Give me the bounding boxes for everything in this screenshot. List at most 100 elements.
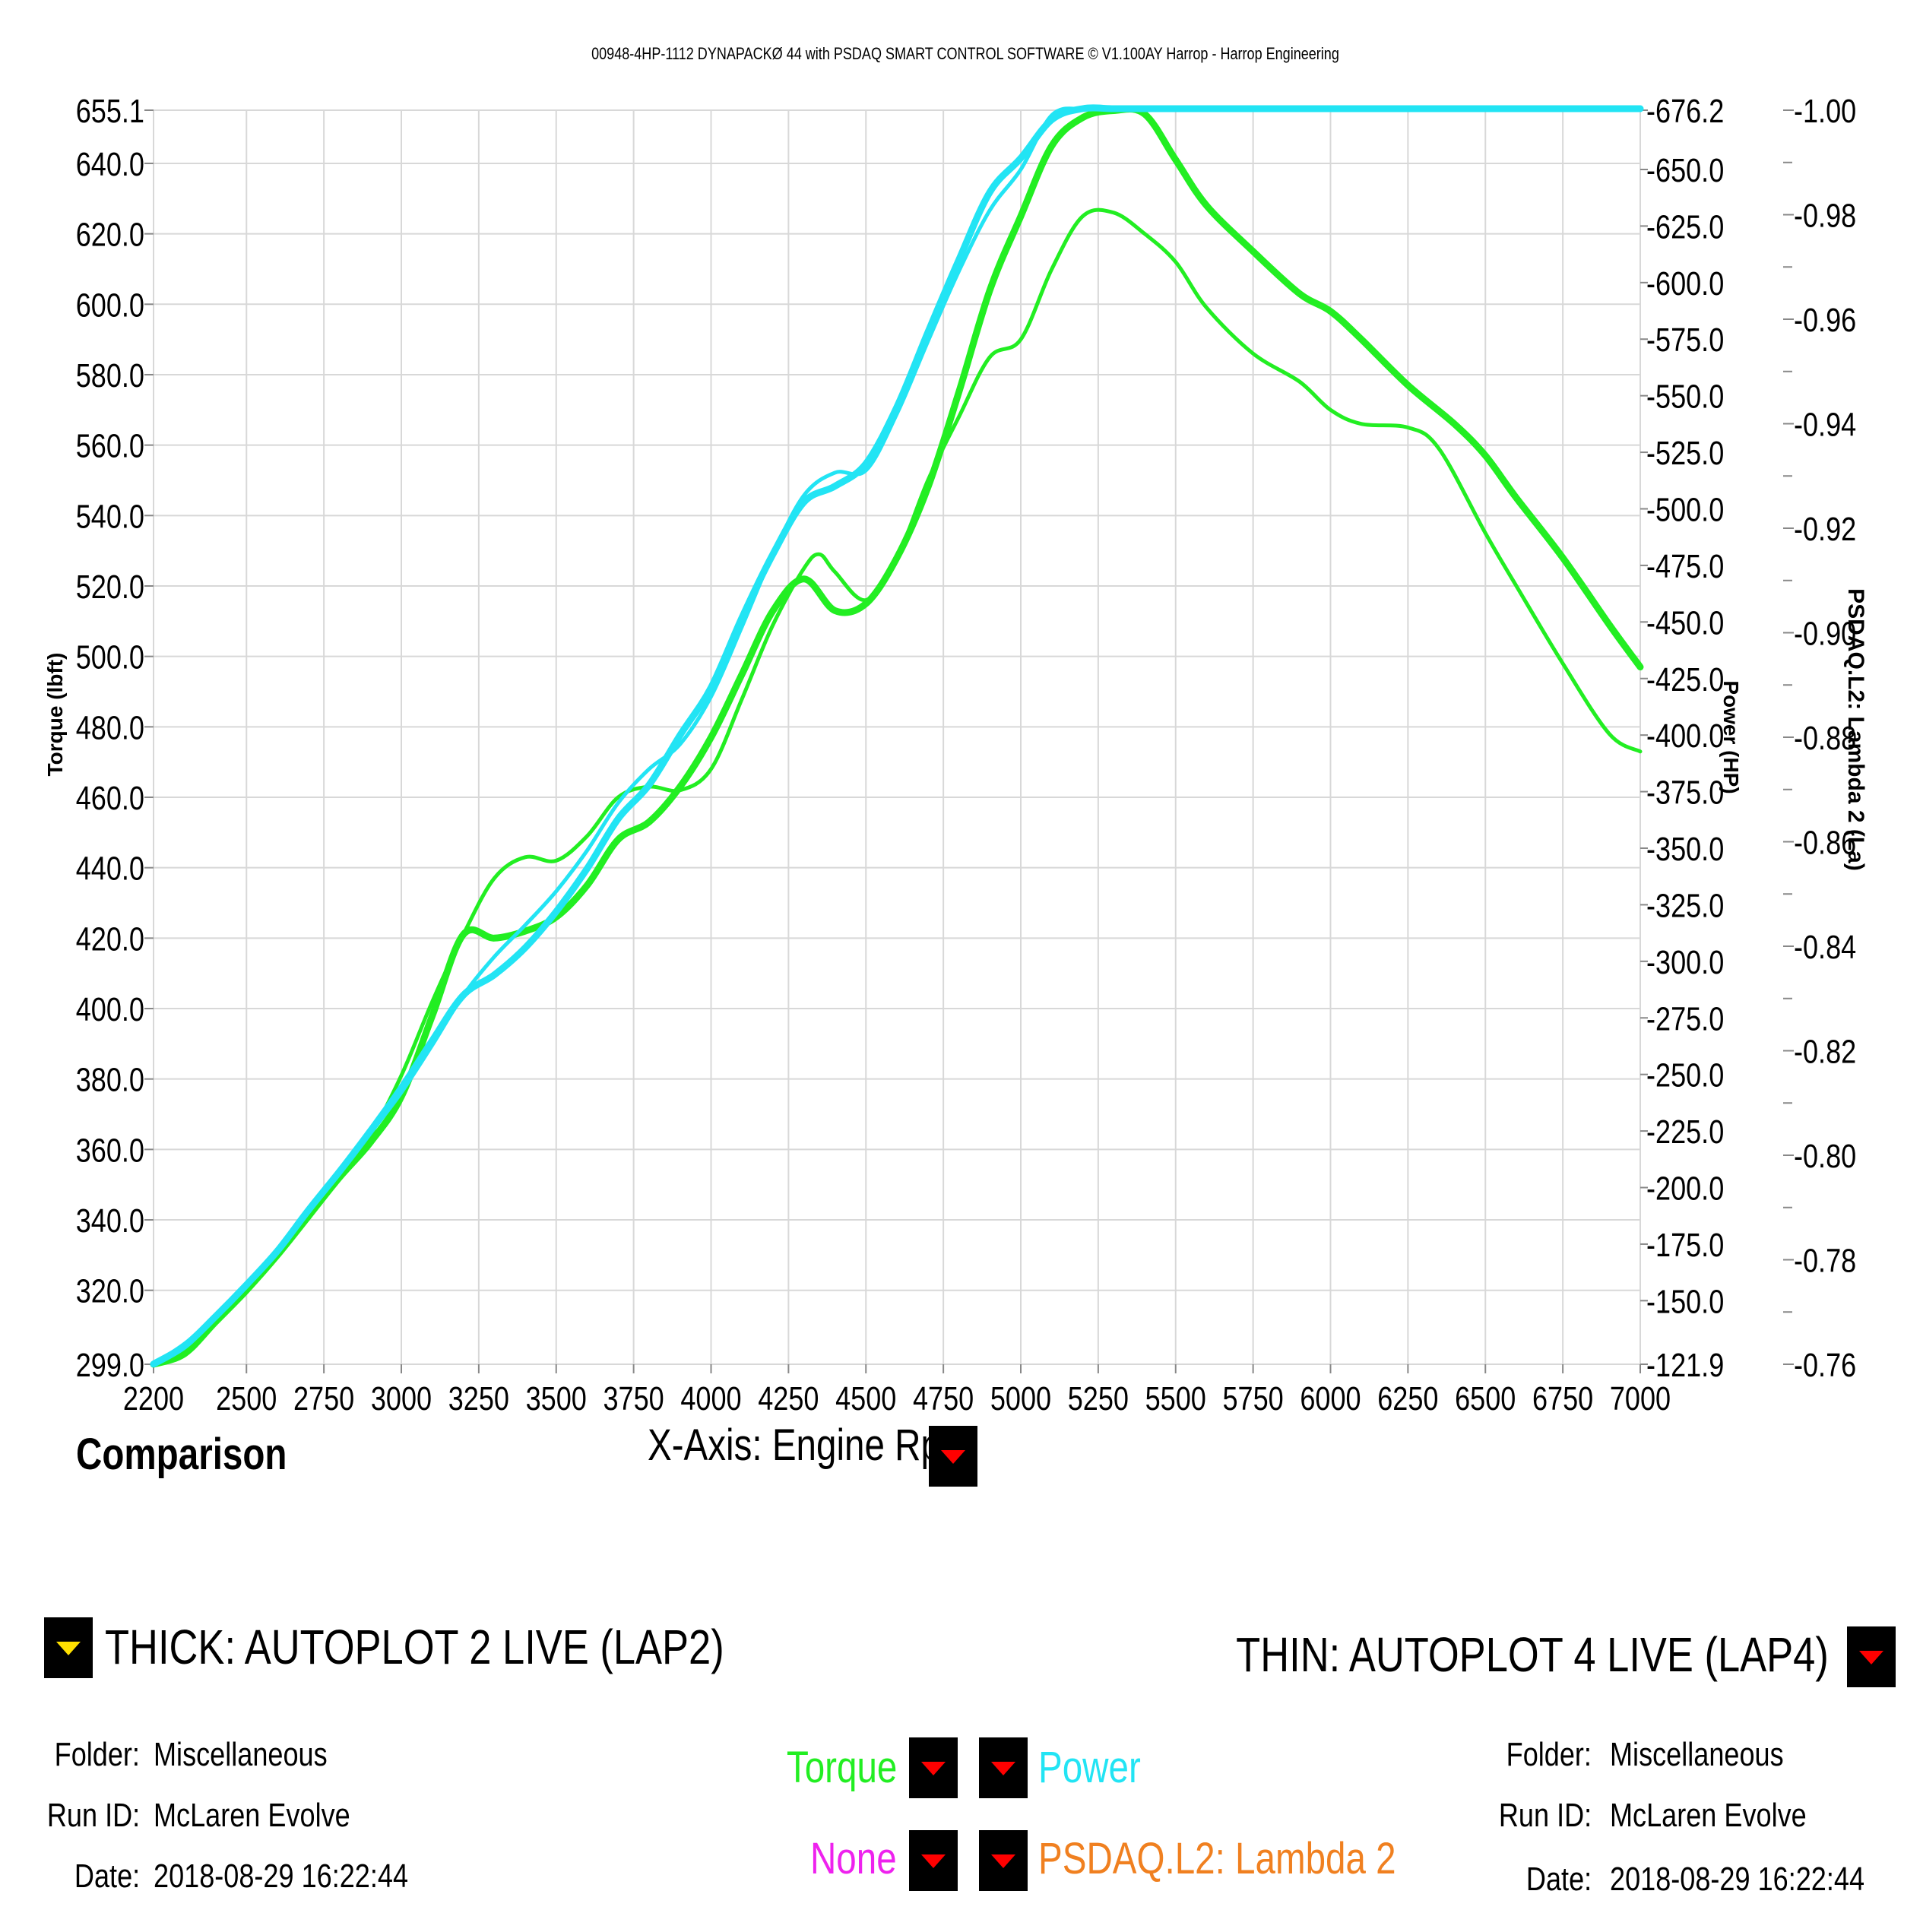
y-right1-tick-label: -275.0	[1646, 1000, 1724, 1037]
y-left-tick-label: 320.0	[76, 1272, 144, 1310]
chart-title: 00948-4HP-1112 DYNAPACKØ 44 with PSDAQ S…	[591, 45, 1339, 63]
power-thin-line	[151, 106, 1643, 1367]
x-tick-label: 5500	[1145, 1380, 1206, 1417]
x-tick-label: 6000	[1300, 1380, 1361, 1417]
y-right1-tick-label: -121.9	[1646, 1347, 1724, 1384]
channel-1-label: Torque	[786, 1743, 897, 1792]
y-right2-tick-label: -0.80	[1794, 1138, 1856, 1175]
y-left-tick-label: 460.0	[76, 780, 144, 817]
y-right1-tick-label: -200.0	[1646, 1170, 1724, 1207]
y-left-tick-label: 655.1	[76, 93, 144, 130]
dropdown-arrow-yellow-icon	[56, 1642, 81, 1655]
x-tick-label: 5250	[1068, 1380, 1129, 1417]
x-tick-label: 3500	[526, 1380, 587, 1417]
x-tick-label: 3750	[604, 1380, 664, 1417]
chart-axes: 2200 2500 2750 3000 3250 3500 3750 4000 4250 4500…	[76, 93, 1856, 1417]
dropdown-arrow-icon	[1859, 1651, 1883, 1664]
x-tick-label: 6500	[1455, 1380, 1516, 1417]
y-left-tick-label: 480.0	[76, 709, 144, 746]
x-tick-label: 4500	[835, 1380, 896, 1417]
chart-grid	[153, 109, 1641, 1365]
thick-folder-value: Miscellaneous	[154, 1736, 328, 1773]
y-left-tick-label: 420.0	[76, 920, 144, 958]
thick-runid-label: Run ID:	[46, 1797, 140, 1834]
y-right1-tick-label: -625.0	[1646, 208, 1724, 245]
y-right1-tick-label: -300.0	[1646, 943, 1724, 980]
y-right2-tick-label: -0.92	[1794, 511, 1856, 548]
x-tick-label: 3000	[371, 1380, 432, 1417]
y-right1-tick-label: -650.0	[1646, 152, 1724, 189]
y-right1-tick-label: -150.0	[1646, 1283, 1724, 1320]
x-tick-label: 4000	[680, 1380, 741, 1417]
y-left-tick-label: 360.0	[76, 1132, 144, 1169]
comparison-label: Comparison	[76, 1430, 287, 1479]
x-axis-dropdown-button[interactable]	[929, 1426, 977, 1487]
dropdown-arrow-icon	[921, 1854, 946, 1868]
y-right1-tick-label: -450.0	[1646, 604, 1724, 641]
y-right2-tick-label: -0.98	[1794, 197, 1856, 234]
x-tick-label: 5000	[990, 1380, 1051, 1417]
thin-date-value: 2018-08-29 16:22:44	[1610, 1861, 1865, 1898]
y-right1-tick-label: -350.0	[1646, 831, 1724, 868]
y-right2-tick-label: -0.78	[1794, 1242, 1856, 1279]
y-left-tick-label: 520.0	[76, 569, 144, 606]
y-right1-tick-label: -550.0	[1646, 378, 1724, 415]
thick-runid-value: McLaren Evolve	[154, 1797, 350, 1834]
dropdown-arrow-icon	[991, 1762, 1015, 1775]
x-tick-label: 4750	[913, 1380, 974, 1417]
thin-run-dropdown-button[interactable]	[1847, 1626, 1896, 1687]
power-thick-line	[150, 104, 1644, 1368]
y-left-tick-label: 500.0	[76, 638, 144, 676]
y-right1-tick-label: -175.0	[1646, 1227, 1724, 1264]
y-left-axis-label: Torque (lbft)	[43, 653, 67, 777]
y-left-tick-label: 299.0	[76, 1347, 144, 1384]
torque-thin-line	[151, 207, 1643, 1367]
y-right1-tick-label: -250.0	[1646, 1056, 1724, 1094]
y-right2-axis-label: PSDAQ.L2: Lambda 2 (La)	[1843, 588, 1868, 871]
x-axis-selector-label: X-Axis: Engine Rpm	[648, 1420, 971, 1470]
x-tick-label: 2500	[216, 1380, 277, 1417]
channel-3-dropdown-button[interactable]	[909, 1830, 958, 1891]
torque-thick-line	[150, 105, 1644, 1368]
y-right1-tick-label: -525.0	[1646, 435, 1724, 472]
thin-run-title: THIN: AUTOPLOT 4 LIVE (LAP4)	[1236, 1627, 1829, 1682]
x-tick-label: 3250	[448, 1380, 509, 1417]
y-right1-tick-label: -676.2	[1646, 93, 1724, 130]
y-left-tick-label: 620.0	[76, 216, 144, 253]
y-left-tick-label: 340.0	[76, 1202, 144, 1240]
y-right1-tick-label: -325.0	[1646, 887, 1724, 924]
channel-3-label: None	[810, 1834, 897, 1883]
thin-runid-value: McLaren Evolve	[1610, 1797, 1807, 1834]
thick-date-label: Date:	[74, 1858, 140, 1895]
thick-folder-label: Folder:	[54, 1736, 140, 1773]
channel-4-label: PSDAQ.L2: Lambda 2	[1038, 1834, 1396, 1883]
x-tick-label: 6250	[1377, 1380, 1438, 1417]
chart-series	[150, 104, 1644, 1368]
dropdown-arrow-icon	[991, 1854, 1015, 1868]
channel-4-dropdown-button[interactable]	[979, 1830, 1028, 1891]
y-left-tick-label: 540.0	[76, 498, 144, 535]
y-left-tick-label: 380.0	[76, 1061, 144, 1098]
y-right1-tick-label: -600.0	[1646, 264, 1724, 302]
y-right1-tick-label: -575.0	[1646, 321, 1724, 359]
x-tick-label: 7000	[1610, 1380, 1671, 1417]
channel-2-dropdown-button[interactable]	[979, 1737, 1028, 1798]
dropdown-arrow-icon	[921, 1762, 946, 1775]
channel-1-dropdown-button[interactable]	[909, 1737, 958, 1798]
y-right1-tick-label: -425.0	[1646, 660, 1724, 698]
thick-run-title: THICK: AUTOPLOT 2 LIVE (LAP2)	[105, 1620, 724, 1674]
y-right2-tick-label: -0.86	[1794, 824, 1856, 861]
y-right2-tick-label: -0.94	[1794, 406, 1856, 443]
y-left-tick-label: 580.0	[76, 357, 144, 394]
thin-runid-label: Run ID:	[1498, 1797, 1592, 1834]
x-tick-label: 6750	[1532, 1380, 1593, 1417]
y-right1-tick-label: -475.0	[1646, 548, 1724, 585]
y-left-tick-label: 600.0	[76, 287, 144, 324]
y-right2-tick-label: -0.76	[1794, 1347, 1856, 1384]
thick-run-dropdown-button[interactable]	[44, 1617, 93, 1678]
y-right2-tick-label: -0.82	[1794, 1033, 1856, 1070]
y-right2-tick-label: -0.90	[1794, 615, 1856, 652]
x-tick-label: 2200	[123, 1380, 184, 1417]
thin-folder-label: Folder:	[1506, 1736, 1592, 1773]
y-right2-tick-label: -1.00	[1794, 93, 1856, 130]
